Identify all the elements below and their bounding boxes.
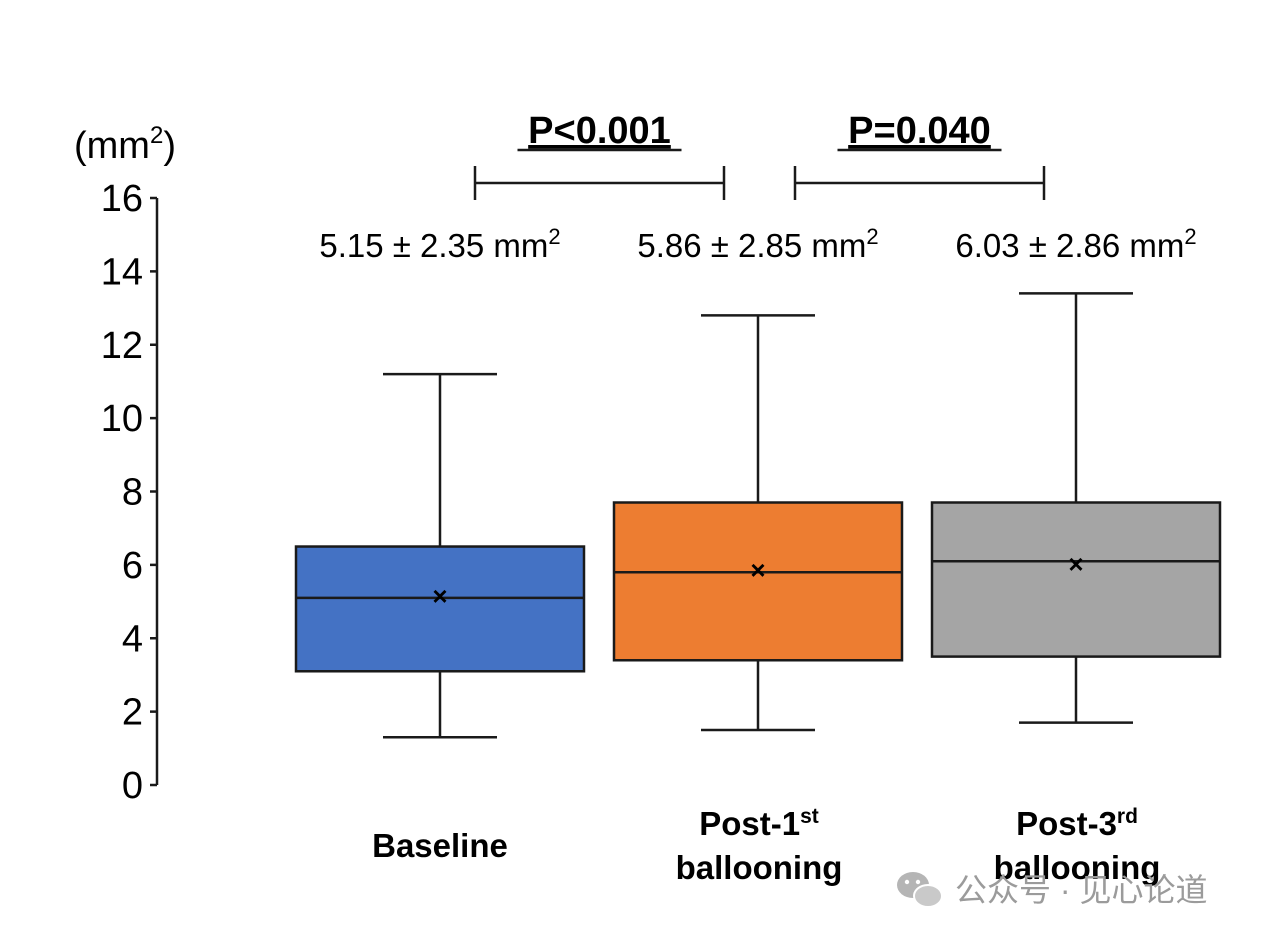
y-tick-label: 4: [122, 618, 143, 660]
y-tick-label: 8: [122, 472, 143, 514]
y-tick-label: 10: [101, 398, 143, 440]
wechat-icon: [897, 872, 943, 908]
y-axis-unit-label: (mm2): [74, 122, 176, 167]
mean-marker: ×: [750, 555, 765, 585]
iqr-box: [930, 501, 1222, 658]
y-tick-label: 14: [101, 251, 143, 293]
x-category-label: Baseline: [372, 827, 508, 864]
y-tick-label: 2: [122, 692, 143, 734]
x-category-label: Post-3rd: [1016, 805, 1138, 842]
y-tick-label: 16: [101, 178, 143, 220]
x-axis-labels: Baseline Post-1st ballooning Post-3rd balloo…: [372, 805, 1160, 886]
watermark: 公众号 · 见心论道: [897, 872, 1207, 908]
p-value-label: P<0.001: [528, 110, 671, 152]
y-tick-label: 0: [122, 765, 143, 807]
stat-label: 5.15 ± 2.35 mm2: [319, 224, 560, 264]
y-tick-label: 6: [122, 545, 143, 587]
significance-bracket: P<0.001: [473, 110, 726, 200]
stat-label: 5.86 ± 2.85 mm2: [637, 224, 878, 264]
stat-label: 6.03 ± 2.86 mm2: [955, 224, 1196, 264]
x-category-label-line2: ballooning: [994, 849, 1161, 886]
p-value-label: P=0.040: [848, 110, 991, 152]
significance-bracket: P=0.040: [793, 110, 1046, 200]
x-category-label-line2: ballooning: [676, 849, 843, 886]
y-tick-label: 12: [101, 325, 143, 367]
stat-labels-layer: 5.15 ± 2.35 mm2 5.86 ± 2.85 mm2 6.03 ± 2.8…: [319, 224, 1196, 264]
y-axis: 0 2 4 6 8 10 12 14 16: [101, 178, 159, 807]
iqr-box: [294, 545, 586, 673]
x-category-label: Post-1st: [699, 805, 819, 842]
box-1: ×: [294, 372, 586, 739]
mean-marker: ×: [1068, 549, 1083, 579]
box-3: ×: [930, 292, 1222, 724]
iqr-box: [612, 501, 904, 662]
mean-marker: ×: [432, 581, 447, 611]
boxes-layer: × × ×: [294, 292, 1222, 739]
watermark-text: 公众号 · 见心论道: [955, 872, 1207, 908]
box-2: ×: [612, 314, 904, 732]
significance-brackets: P<0.001 P=0.040: [473, 110, 1046, 200]
